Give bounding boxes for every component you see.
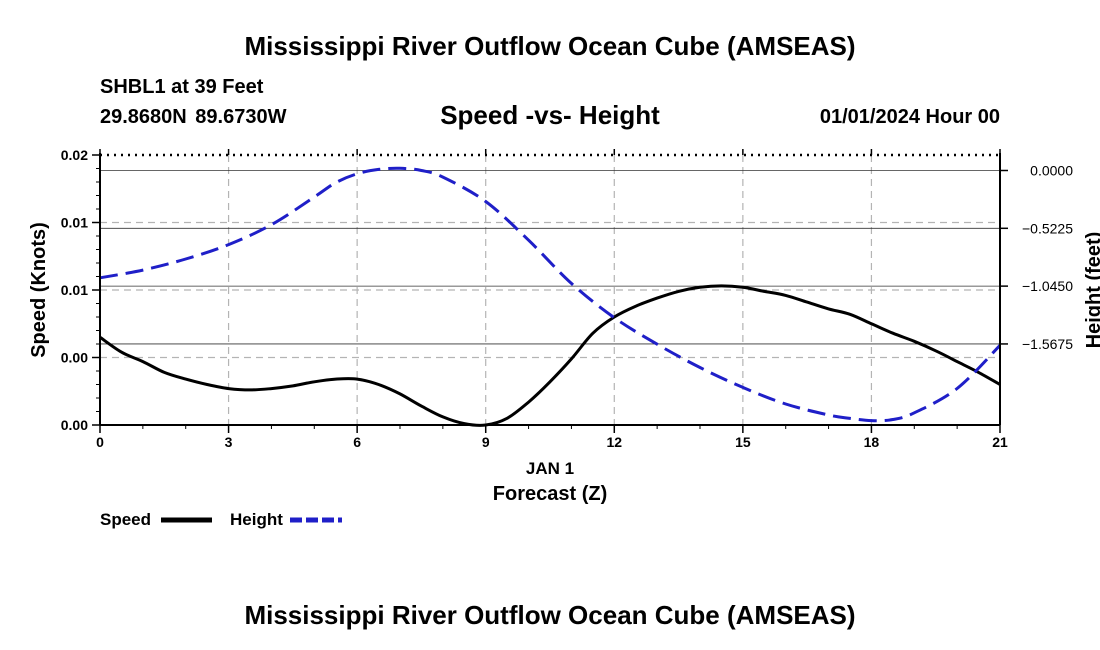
x-tick-label: 9 bbox=[482, 434, 490, 450]
y-left-tick-label: 0.01 bbox=[61, 282, 88, 298]
y-left-tick-label: 0.01 bbox=[61, 215, 88, 231]
legend-label-height: Height bbox=[230, 510, 283, 529]
x-tick-label: 21 bbox=[992, 434, 1008, 450]
axes-layer bbox=[92, 149, 1008, 433]
x-tick-label: 6 bbox=[353, 434, 361, 450]
series-line-speed bbox=[99, 284, 1001, 427]
speed-height-chart: 0 3 6 9 12 15 18 21 0.00 0.00 0.01 0.01 0.02 0.0000 −0… bbox=[28, 147, 1100, 529]
legend-label-speed: Speed bbox=[100, 510, 151, 529]
series-layer bbox=[99, 166, 1002, 427]
y-left-tick-label: 0.00 bbox=[61, 350, 88, 366]
labels-layer: 0 3 6 9 12 15 18 21 0.00 0.00 0.01 0.01 0.02 0.0000 −0… bbox=[28, 147, 1100, 505]
x-tick-label: 3 bbox=[225, 434, 233, 450]
x-axis-title: Forecast (Z) bbox=[493, 483, 607, 505]
y-right-axis-title: Height (feet) bbox=[1083, 232, 1100, 349]
grid-layer bbox=[100, 155, 1000, 425]
x-tick-label: 0 bbox=[96, 434, 104, 450]
y-right-tick-label: −1.0450 bbox=[1022, 278, 1073, 294]
y-left-tick-label: 0.00 bbox=[61, 417, 88, 433]
chart-title: Mississippi River Outflow Ocean Cube (AM… bbox=[244, 31, 856, 61]
forecast-datetime: 01/01/2024 Hour 00 bbox=[819, 106, 1000, 128]
second-chart-title: Mississippi River Outflow Ocean Cube (AM… bbox=[244, 600, 856, 630]
chart-subtitle: Speed -vs- Height bbox=[440, 100, 660, 130]
x-tick-label: 15 bbox=[735, 434, 751, 450]
y-right-tick-label: −1.5675 bbox=[1022, 336, 1073, 352]
station-label: SHBL1 at 39 Feet bbox=[100, 76, 264, 98]
station-coordinates: 29.8680N 89.6730W bbox=[100, 106, 287, 128]
legend: Speed Height bbox=[100, 510, 342, 529]
x-tick-label: 18 bbox=[864, 434, 880, 450]
x-date-label: JAN 1 bbox=[526, 459, 574, 478]
y-right-tick-label: 0.0000 bbox=[1030, 162, 1073, 178]
series-line-height bbox=[99, 166, 1002, 423]
y-right-tick-label: −0.5225 bbox=[1022, 220, 1073, 236]
y-left-tick-label: 0.02 bbox=[61, 147, 88, 163]
x-tick-label: 12 bbox=[606, 434, 622, 450]
y-left-axis-title: Speed (Knots) bbox=[28, 222, 50, 358]
